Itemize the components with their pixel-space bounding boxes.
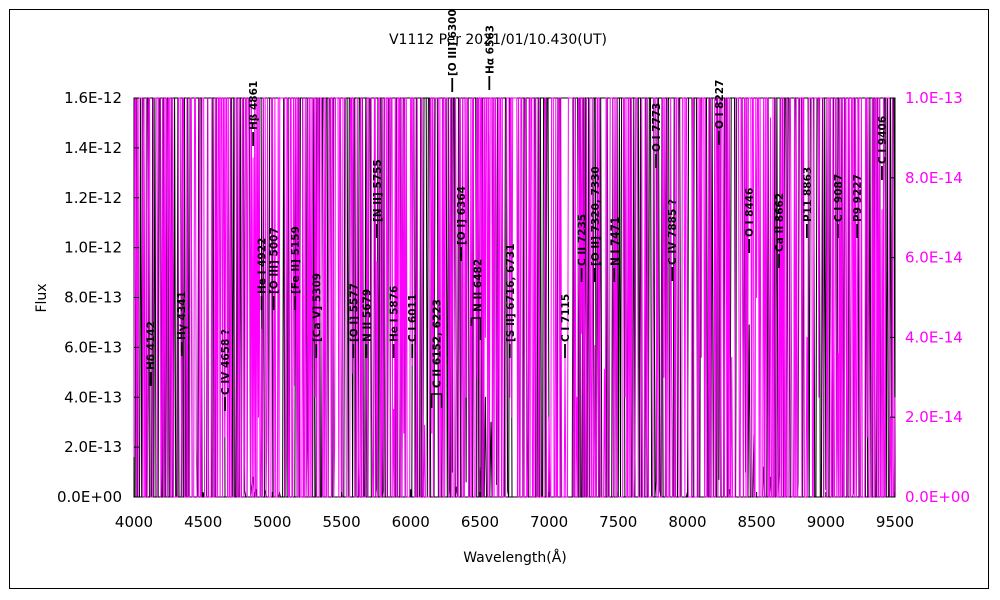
annotation-label: [O I] 5577 [348,283,360,342]
x-tick-label: 4500 [184,513,222,531]
annotation-label: N II 5679 [361,289,373,342]
annotation-label: O I 8227 [714,80,726,129]
x-tick-label: 5500 [322,513,360,531]
series-line-right [133,97,896,498]
annotation-label: [N II] 5755 [372,159,384,222]
annotation-label: [O III] 6300 [447,9,459,76]
annotation-label: O I 7773 [651,103,663,152]
y-left-tick-label: 4.0E-13 [64,388,122,406]
annotation-label: C IV 7885 ? [667,199,679,265]
y-left-tick-label: 0.0E+00 [57,488,122,506]
annotation-label: He I 5876 [389,286,401,342]
annotation-label: N II 6482 [472,259,484,312]
y-left-tick-label: 6.0E-13 [64,338,122,356]
x-tick-label: 9500 [876,513,914,531]
y-right-tick-label: 4.0E-14 [905,328,963,346]
annotation-marker [470,317,482,340]
annotation-label: P11 8863 [802,167,814,222]
annotation-label: C I 7115 [560,294,572,342]
annotation-label: P9 9227 [852,174,864,222]
annotation-label: [Fe II] 5159 [290,226,302,294]
annotation-label: C II 7235 [577,214,589,266]
annotation-label: C I 6011 [407,294,419,342]
y-right-tick-label: 0.0E+00 [905,488,970,506]
chart-title: V1112 Per 2021/01/10.430(UT) [389,32,607,48]
y-right-tick-label: 2.0E-14 [905,408,963,426]
annotation-label: [O III] 5007 [269,227,281,294]
x-tick-label: 5000 [253,513,291,531]
annotation-label: C I 9406 [877,116,889,164]
annotation-label: Ca II 8662 [774,193,786,252]
x-axis-label: Wavelength(Å) [463,549,567,566]
y-right-tick-label: 8.0E-14 [905,169,963,187]
x-tick-label: 4000 [115,513,153,531]
annotation-label: Hβ 4861 [248,81,260,130]
annotation-label: [O II] 7320, 7330 [590,166,602,266]
annotation-label: C II 6152, 6223 [431,299,443,388]
annotation-label: C IV 4658 ? [220,329,232,395]
annotation-label: Hα 6563 [484,25,496,74]
x-tick-label: 7000 [530,513,568,531]
annotation-label: C I 9087 [833,174,845,222]
x-tick-label: 7500 [599,513,637,531]
x-tick-label: 6500 [461,513,499,531]
y-left-tick-label: 8.0E-13 [64,289,122,307]
annotation-marker [431,393,443,408]
annotation-label: Hδ 4142 [146,321,158,370]
y-right-tick-label: 6.0E-14 [905,249,963,267]
x-tick-label: 8500 [738,513,776,531]
y-left-tick-label: 1.2E-12 [64,189,122,207]
x-tick-label: 6000 [392,513,430,531]
annotation-label: O I 8446 [744,188,756,237]
annotation-label: Hγ 4341 [177,291,189,340]
x-tick-label: 8000 [668,513,706,531]
y-left-tick-label: 2.0E-13 [64,438,122,456]
y-axis-label: Flux [34,283,50,312]
y-left-tick-label: 1.0E-12 [64,239,122,257]
annotation-label: [Ca V] 5309 [311,273,323,342]
y-left-tick-label: 1.6E-12 [64,89,122,107]
annotation-label: N I 7471 [609,217,621,266]
y-right-tick-label: 1.0E-13 [905,89,963,107]
annotation-label: He I 4922 [257,238,269,294]
chart-frame [9,9,989,589]
x-tick-label: 9000 [807,513,845,531]
annotation-label: [O I] 6364 [456,186,468,245]
y-left-tick-label: 1.4E-12 [64,139,122,157]
annotation-label: [S II] 6716, 6731 [505,244,517,342]
